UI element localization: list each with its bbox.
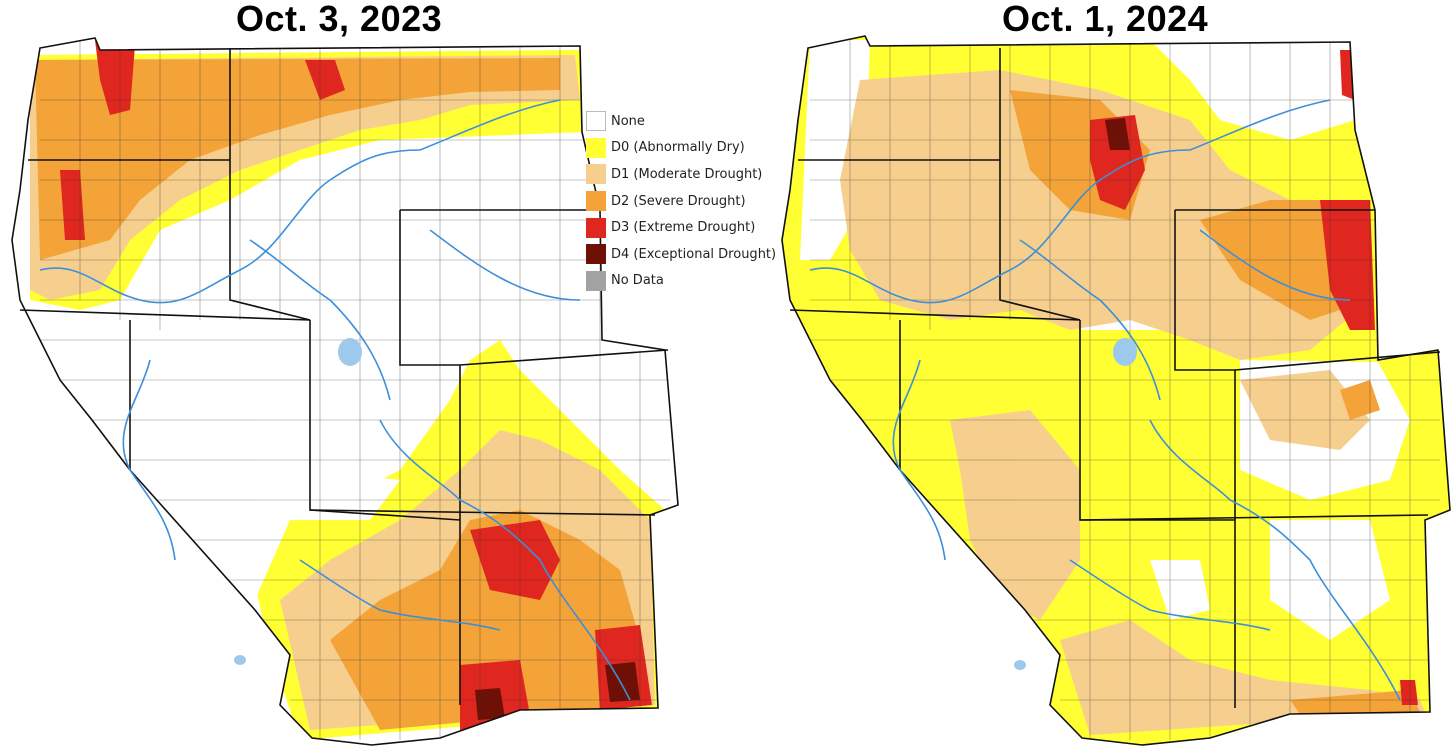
- legend-swatch-d4: [586, 244, 606, 265]
- legend-item-d0: D0 (Abnormally Dry): [586, 135, 786, 162]
- map-title-2023: Oct. 3, 2023: [236, 0, 443, 39]
- legend-label: D4 (Exceptional Drought): [611, 246, 777, 262]
- lakes: [234, 338, 362, 665]
- legend-label: D0 (Abnormally Dry): [611, 140, 745, 156]
- d2-region: [35, 58, 560, 260]
- state-borders: [781, 35, 1451, 746]
- drought-map-2023: [11, 37, 679, 746]
- legend-label: None: [611, 113, 645, 129]
- legend-item-none: None: [586, 108, 786, 135]
- drought-map-2024: [781, 35, 1451, 746]
- none-region: [1150, 560, 1210, 620]
- d4-region: [475, 688, 505, 720]
- legend-label: D1 (Moderate Drought): [611, 166, 763, 182]
- legend-item-d2: D2 (Severe Drought): [586, 188, 786, 215]
- d3-region: [95, 40, 135, 115]
- legend-item-d4: D4 (Exceptional Drought): [586, 241, 786, 268]
- rivers: [39, 99, 631, 701]
- d3-region: [305, 60, 345, 100]
- legend-swatch-nodata: [586, 270, 606, 291]
- d1-region: [1240, 370, 1370, 450]
- d3-region: [60, 170, 85, 240]
- legend-item-d1: D1 (Moderate Drought): [586, 161, 786, 188]
- legend-swatch-d2: [586, 191, 606, 212]
- d4-region: [605, 662, 640, 702]
- legend: None D0 (Abnormally Dry) D1 (Moderate Dr…: [586, 108, 786, 294]
- state-borders: [11, 37, 679, 746]
- d3-region: [1090, 115, 1145, 210]
- legend-item-d3: D3 (Extreme Drought): [586, 214, 786, 241]
- legend-label: D2 (Severe Drought): [611, 193, 746, 209]
- d2-region: [1290, 690, 1420, 714]
- legend-swatch-d3: [586, 217, 606, 238]
- map-title-2024: Oct. 1, 2024: [1002, 0, 1209, 39]
- none-region: [1150, 40, 1355, 140]
- legend-swatch-d1: [586, 164, 606, 185]
- legend-swatch-d0: [586, 137, 606, 158]
- legend-item-nodata: No Data: [586, 268, 786, 295]
- legend-label: No Data: [611, 273, 664, 289]
- rivers: [809, 99, 1401, 701]
- d4-region: [1105, 118, 1130, 150]
- d3-region: [1320, 200, 1375, 330]
- legend-swatch-none: [586, 111, 606, 132]
- legend-label: D3 (Extreme Drought): [611, 220, 756, 236]
- d3-region: [1400, 680, 1418, 705]
- d1-region: [950, 410, 1080, 620]
- lakes: [1014, 338, 1137, 670]
